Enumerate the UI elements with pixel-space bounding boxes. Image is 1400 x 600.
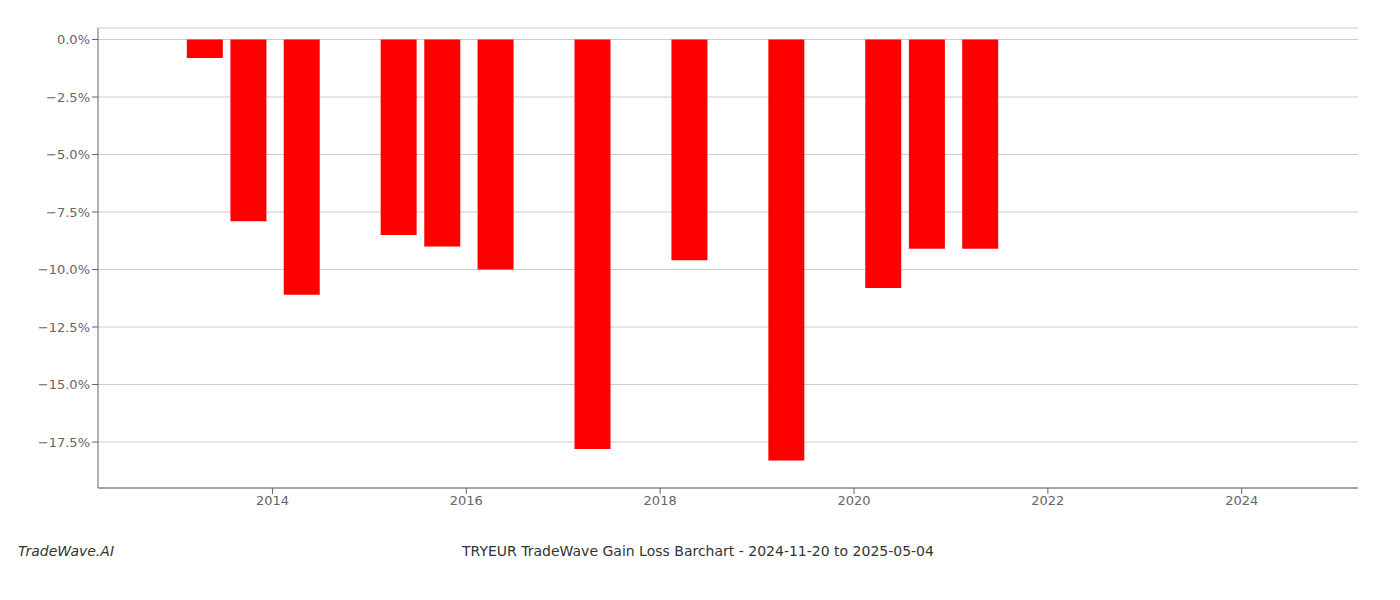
html-text:TRYEUR TradeWave Gain Loss Bar: TRYEUR TradeWave Gain Loss Barchart - 20… [462, 543, 934, 559]
svg-text:2018: 2018 [644, 493, 677, 508]
svg-text:2016: 2016 [450, 493, 483, 508]
svg-text:−7.5%: −7.5% [46, 205, 90, 220]
html-text:TradeWave.AI: TradeWave.AI [18, 543, 114, 559]
svg-text:−12.5%: −12.5% [38, 320, 90, 335]
svg-text:2014: 2014 [256, 493, 289, 508]
svg-text:2022: 2022 [1031, 493, 1064, 508]
svg-text:−15.0%: −15.0% [38, 377, 90, 392]
svg-text:2020: 2020 [837, 493, 870, 508]
svg-text:2024: 2024 [1225, 493, 1258, 508]
svg-text:−10.0%: −10.0% [38, 262, 90, 277]
svg-text:0.0%: 0.0% [57, 32, 90, 47]
svg-text:−17.5%: −17.5% [38, 435, 90, 450]
svg-text:−5.0%: −5.0% [46, 147, 90, 162]
svg-text:−2.5%: −2.5% [46, 90, 90, 105]
